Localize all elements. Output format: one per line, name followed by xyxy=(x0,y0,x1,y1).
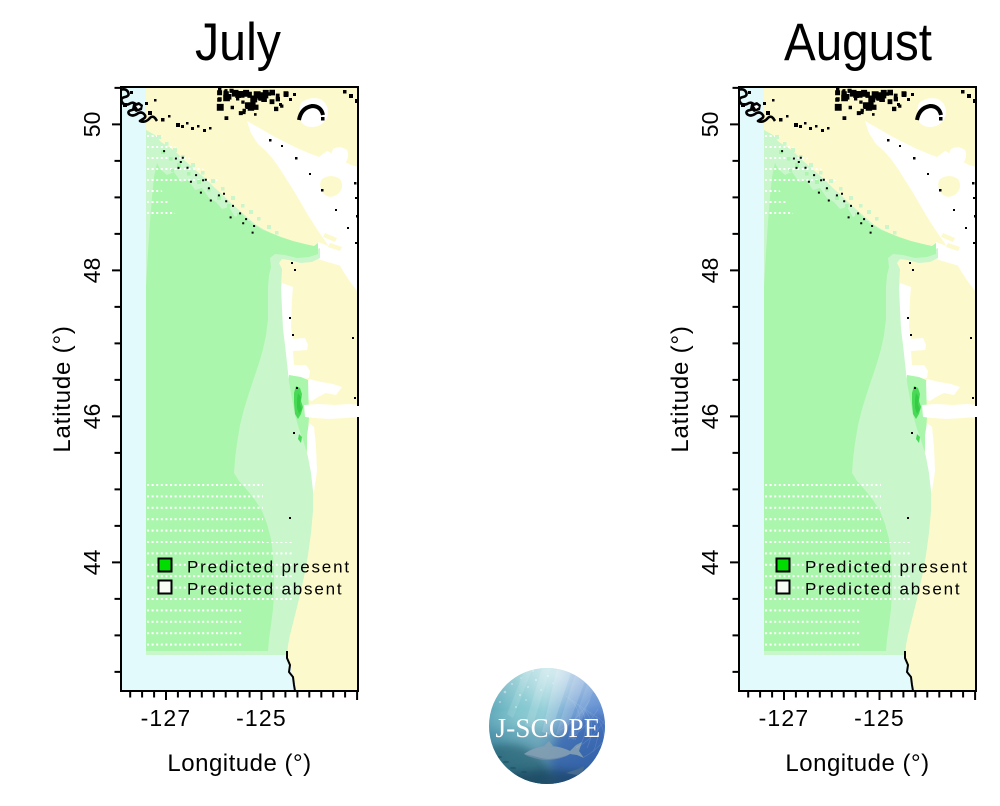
svg-text:July: July xyxy=(195,13,281,72)
svg-text:J-SCOPE: J-SCOPE xyxy=(496,713,601,743)
svg-text:August: August xyxy=(784,13,932,72)
